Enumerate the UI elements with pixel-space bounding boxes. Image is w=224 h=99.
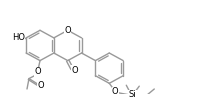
Text: HO: HO <box>12 33 25 42</box>
Text: O: O <box>112 87 118 96</box>
Text: O: O <box>35 67 41 76</box>
Text: O: O <box>65 26 71 35</box>
Text: O: O <box>38 81 44 90</box>
Text: Si: Si <box>129 90 136 99</box>
Text: O: O <box>72 66 78 75</box>
